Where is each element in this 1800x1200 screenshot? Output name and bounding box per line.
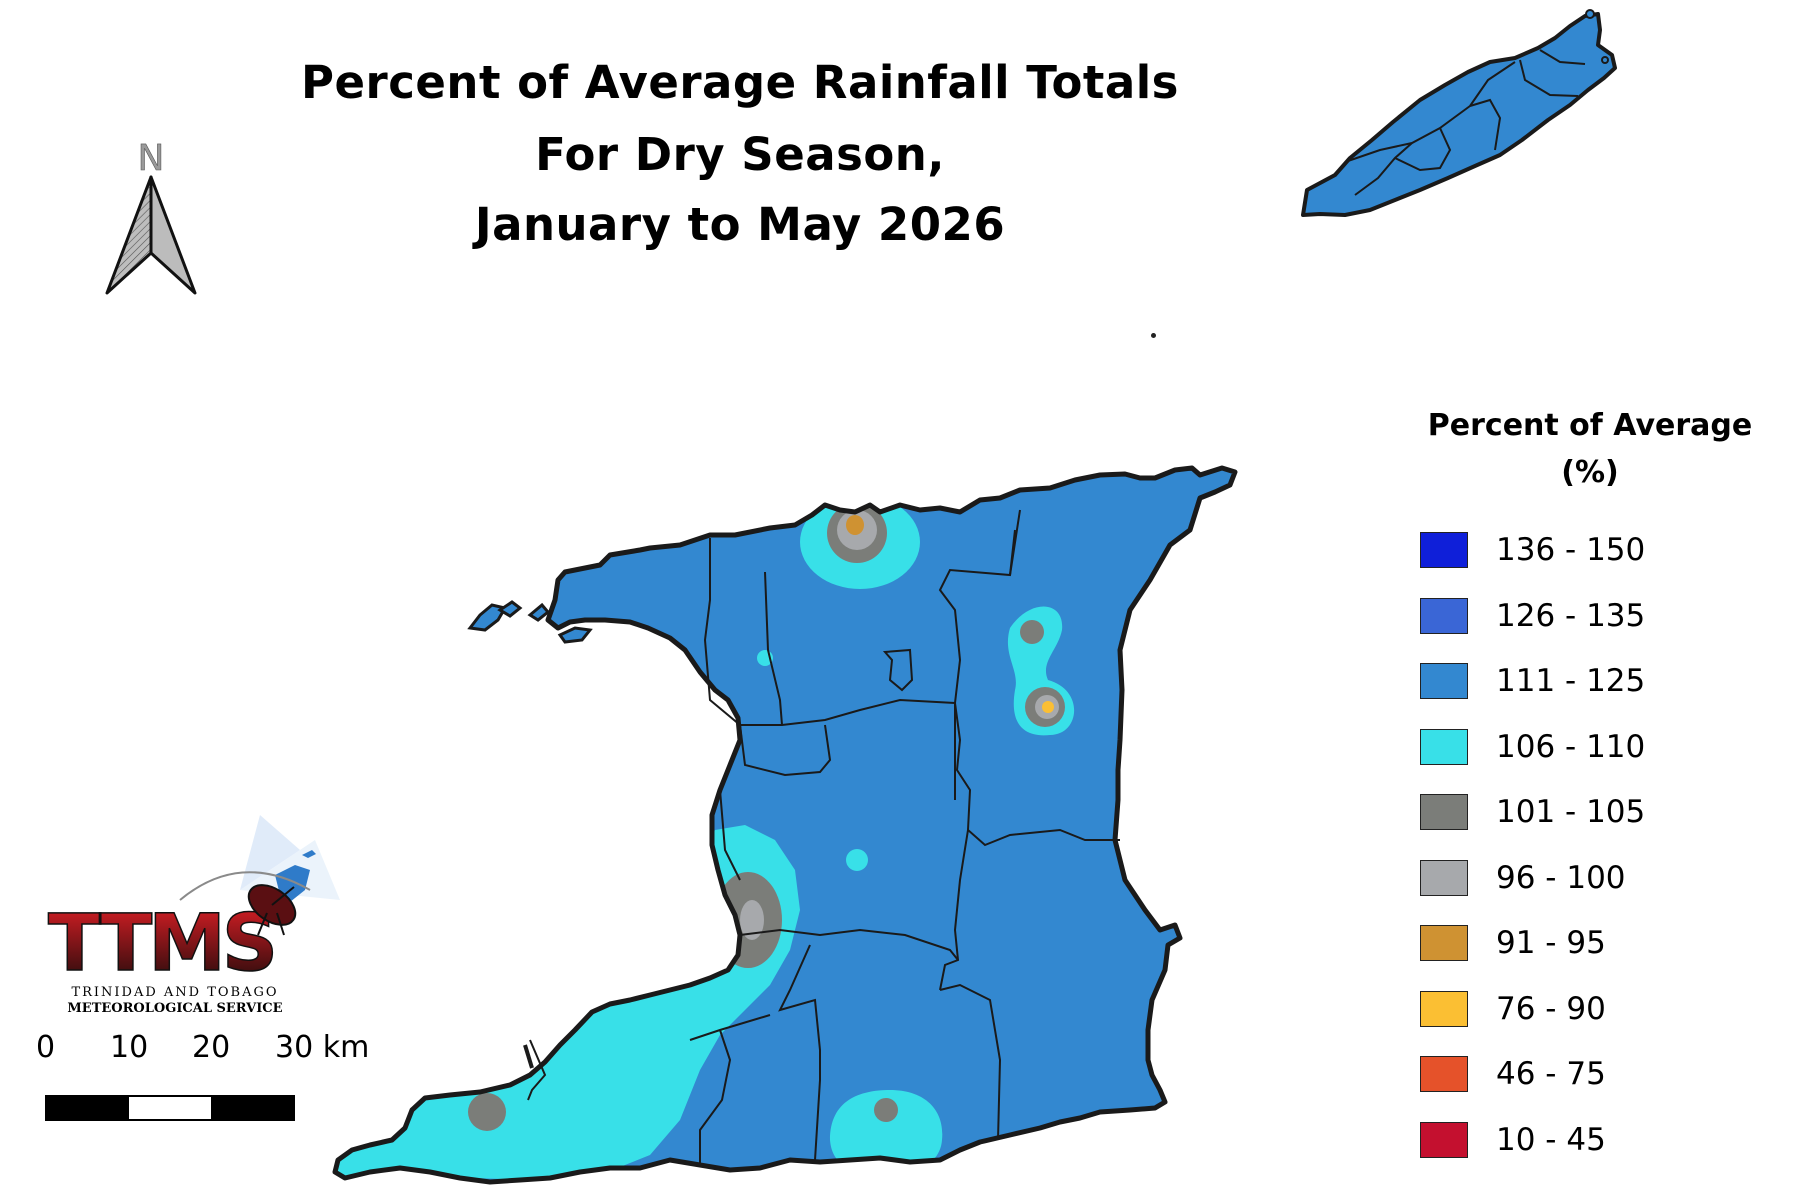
islet-marker bbox=[1151, 333, 1156, 338]
tobago-map bbox=[1301, 9, 1617, 217]
legend-label: 10 - 45 bbox=[1496, 1121, 1606, 1158]
legend-label: 96 - 100 bbox=[1496, 859, 1626, 896]
logo-line-2: METEOROLOGICAL SERVICE bbox=[67, 1001, 283, 1016]
zone-91-95-north bbox=[846, 515, 864, 535]
legend-swatch bbox=[1420, 1121, 1468, 1158]
tobago-islet bbox=[1601, 56, 1609, 64]
scale-tick-0: 0 bbox=[36, 1030, 56, 1065]
legend-label: 126 - 135 bbox=[1496, 597, 1646, 634]
legend-swatch bbox=[1420, 532, 1468, 568]
legend-label: 76 - 90 bbox=[1496, 990, 1606, 1027]
map-title-line-2: For Dry Season, bbox=[535, 128, 945, 181]
legend-swatch bbox=[1420, 597, 1468, 634]
legend-swatch bbox=[1420, 925, 1468, 961]
west-peninsula-spur bbox=[523, 1044, 534, 1069]
zone-101-105-southwest bbox=[468, 1093, 506, 1131]
scale-bar-segment bbox=[129, 1097, 211, 1119]
legend-label: 91 - 95 bbox=[1496, 925, 1606, 961]
north-arrow-label: N bbox=[138, 138, 165, 179]
legend-swatch bbox=[1420, 728, 1468, 765]
map-title-line-3: January to May 2026 bbox=[474, 198, 1006, 251]
legend-title: Percent of Average (%) bbox=[1380, 402, 1800, 496]
scale-bar bbox=[45, 1095, 295, 1121]
scale-bar-segment bbox=[47, 1097, 129, 1119]
northwest-islets bbox=[467, 600, 593, 644]
legend-label: 111 - 125 bbox=[1496, 663, 1646, 699]
satellite-dish-icon bbox=[247, 884, 297, 936]
legend-label: 46 - 75 bbox=[1496, 1056, 1606, 1092]
trinidad-island bbox=[335, 468, 1235, 1182]
legend-label: 101 - 105 bbox=[1496, 794, 1646, 830]
region-borders bbox=[527, 509, 1120, 1165]
north-arrow-icon: N bbox=[105, 138, 197, 295]
legend-swatch bbox=[1420, 794, 1468, 830]
tobago-parish-borders bbox=[1344, 49, 1586, 196]
scale-tick-30-km: 30 km bbox=[275, 1030, 370, 1065]
logo-subtitle: TRINIDAD AND TOBAGO METEOROLOGICAL SERVI… bbox=[60, 985, 290, 1017]
trinidad-coastline bbox=[332, 465, 1238, 1185]
map-title-line-1: Percent of Average Rainfall Totals bbox=[301, 56, 1179, 109]
zone-101-105-northeast-a bbox=[1020, 620, 1044, 644]
scale-bar-segment bbox=[211, 1097, 293, 1119]
logo-acronym: TTMS bbox=[48, 899, 274, 989]
legend-label: 106 - 110 bbox=[1496, 728, 1646, 765]
ttms-logo: TTMS bbox=[47, 815, 340, 990]
scale-tick-20: 20 bbox=[192, 1030, 231, 1065]
zone-106-110-south bbox=[830, 1090, 943, 1177]
zone-76-90-northeast bbox=[1042, 701, 1054, 713]
legend-swatch bbox=[1420, 663, 1468, 699]
zone-106-110-central bbox=[846, 849, 868, 871]
legend-label: 136 - 150 bbox=[1496, 532, 1646, 568]
tobago-islet bbox=[1585, 9, 1595, 19]
zone-101-105-south bbox=[874, 1098, 898, 1122]
zone-96-100-west bbox=[740, 900, 764, 940]
logo-line-1: TRINIDAD AND TOBAGO bbox=[71, 985, 279, 1000]
scale-tick-10: 10 bbox=[110, 1030, 149, 1065]
legend-title-line-1: Percent of Average bbox=[1427, 408, 1753, 443]
legend-swatch bbox=[1420, 1056, 1468, 1092]
legend-swatch bbox=[1420, 859, 1468, 896]
legend-title-line-2: (%) bbox=[1561, 455, 1619, 490]
legend-swatch bbox=[1420, 990, 1468, 1027]
